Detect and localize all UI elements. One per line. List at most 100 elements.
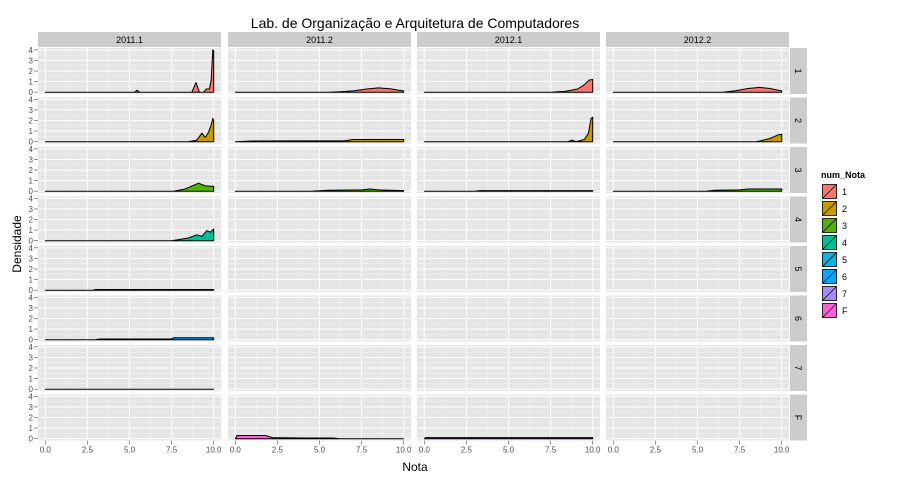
y-tick-label: 2 xyxy=(29,166,34,175)
density-area-2-2012.1 xyxy=(423,116,594,143)
y-tick-label: 0 xyxy=(29,187,34,196)
x-tick-label: 10.0 xyxy=(396,446,412,455)
x-tick-label: 2.5 xyxy=(272,446,284,455)
x-tick-label: 5.0 xyxy=(503,446,515,455)
row-strip-label: 7 xyxy=(793,365,803,370)
density-area-3-2012.2 xyxy=(612,188,783,192)
y-tick-label: 1 xyxy=(29,424,34,433)
y-tick-label: 4 xyxy=(29,95,34,104)
y-tick-label: 4 xyxy=(29,343,34,352)
density-area-4-2011.1 xyxy=(44,228,215,242)
y-tick-label: 4 xyxy=(29,244,34,253)
column-strip xyxy=(38,32,221,47)
row-strip-label: 2 xyxy=(793,118,803,123)
legend-swatch-slash xyxy=(822,201,837,216)
column-strip xyxy=(606,32,789,47)
density-area-1-2012.1 xyxy=(423,79,594,93)
row-strip-label: 4 xyxy=(793,217,803,222)
x-tick-label: 10.0 xyxy=(774,446,790,455)
y-tick-label: 3 xyxy=(29,205,34,214)
density-area-1-2011.1 xyxy=(44,49,215,93)
y-tick-label: 1 xyxy=(29,325,34,334)
row-strip xyxy=(790,345,807,391)
x-tick-label: 10.0 xyxy=(206,446,222,455)
row-strip xyxy=(790,147,807,193)
x-tick-label: 5.0 xyxy=(124,446,136,455)
y-tick-label: 2 xyxy=(29,364,34,373)
column-strip xyxy=(228,32,411,47)
density-area-5-2011.1 xyxy=(44,289,215,291)
x-tick-label: 7.5 xyxy=(545,446,557,455)
density-area-1-2011.2 xyxy=(234,87,405,93)
y-tick-label: 3 xyxy=(29,403,34,412)
y-tick-label: 0 xyxy=(29,88,34,97)
y-tick-label: 1 xyxy=(29,226,34,235)
x-tick-label: 7.5 xyxy=(356,446,368,455)
column-strip-label: 2011.2 xyxy=(306,35,333,45)
density-area-2-2011.1 xyxy=(44,117,215,143)
legend-swatch-slash xyxy=(822,235,837,250)
column-strip-label: 2012.2 xyxy=(684,35,712,45)
density-area-F-2011.2 xyxy=(234,435,405,440)
y-tick-label: 0 xyxy=(29,385,34,394)
legend-label: 5 xyxy=(842,255,847,265)
row-strip xyxy=(790,196,807,243)
x-tick-label: 5.0 xyxy=(314,446,326,455)
density-area-F-2012.1 xyxy=(423,437,594,440)
y-tick-label: 2 xyxy=(29,216,34,225)
column-strip-label: 2011.1 xyxy=(116,35,143,45)
column-strip-label: 2012.1 xyxy=(495,35,523,45)
legend-items: 1 2 3 4 5 6 7 F xyxy=(820,182,848,320)
y-tick-label: 3 xyxy=(29,155,34,164)
row-strip-label: 3 xyxy=(793,167,803,172)
x-tick-label: 2.5 xyxy=(461,446,473,455)
x-tick-label: 2.5 xyxy=(82,446,94,455)
legend-swatch-slash xyxy=(822,303,837,318)
legend-swatch-slash xyxy=(822,252,837,267)
y-axis-label: Densidade xyxy=(10,215,24,273)
column-strip xyxy=(417,32,600,47)
legend-label: 6 xyxy=(842,272,847,282)
y-tick-label: 3 xyxy=(29,353,34,362)
y-tick-label: 0 xyxy=(29,138,34,147)
legend-label: 4 xyxy=(842,238,847,248)
y-tick-label: 1 xyxy=(29,276,34,285)
x-tick-label: 10.0 xyxy=(585,446,601,455)
legend: num_Nota 1 2 3 4 5 6 7 F xyxy=(820,170,866,320)
x-axis-label: Nota xyxy=(402,460,428,474)
y-tick-label: 4 xyxy=(29,145,34,154)
y-tick-label: 0 xyxy=(29,237,34,246)
x-tick-label: 7.5 xyxy=(166,446,178,455)
row-strip-label: 6 xyxy=(793,316,803,321)
y-tick-label: 4 xyxy=(29,194,34,203)
y-tick-label: 0 xyxy=(29,435,34,444)
y-tick-label: 1 xyxy=(29,177,34,186)
y-tick-label: 4 xyxy=(29,293,34,302)
density-area-2-2011.2 xyxy=(234,139,405,143)
y-tick-label: 0 xyxy=(29,286,34,295)
density-area-3-2011.1 xyxy=(44,182,215,192)
row-strip-label: 1 xyxy=(793,68,803,73)
legend-swatch-slash xyxy=(822,269,837,284)
facet-grid: 2011.1 2011.2 2012.1 2012.21012342012343012… xyxy=(29,32,807,455)
density-area-1-2012.2 xyxy=(612,86,783,93)
y-tick-label: 3 xyxy=(29,304,34,313)
row-strip xyxy=(790,246,807,292)
legend-swatch-slash xyxy=(822,184,837,199)
y-tick-label: 3 xyxy=(29,56,34,65)
row-strip xyxy=(790,97,807,144)
row-strip xyxy=(790,394,807,441)
y-tick-label: 4 xyxy=(29,46,34,55)
row-strip-label: F xyxy=(793,415,803,421)
y-tick-label: 1 xyxy=(29,375,34,384)
density-area-3-2011.2 xyxy=(234,188,405,192)
x-tick-label: 0.0 xyxy=(40,446,52,455)
legend-label: 3 xyxy=(842,221,847,231)
y-tick-label: 2 xyxy=(29,265,34,274)
y-tick-label: 4 xyxy=(29,392,34,401)
x-tick-label: 0.0 xyxy=(230,446,242,455)
legend-label: F xyxy=(842,306,848,316)
legend-title: num_Nota xyxy=(821,170,866,180)
density-area-6-2011.1 xyxy=(44,337,215,341)
